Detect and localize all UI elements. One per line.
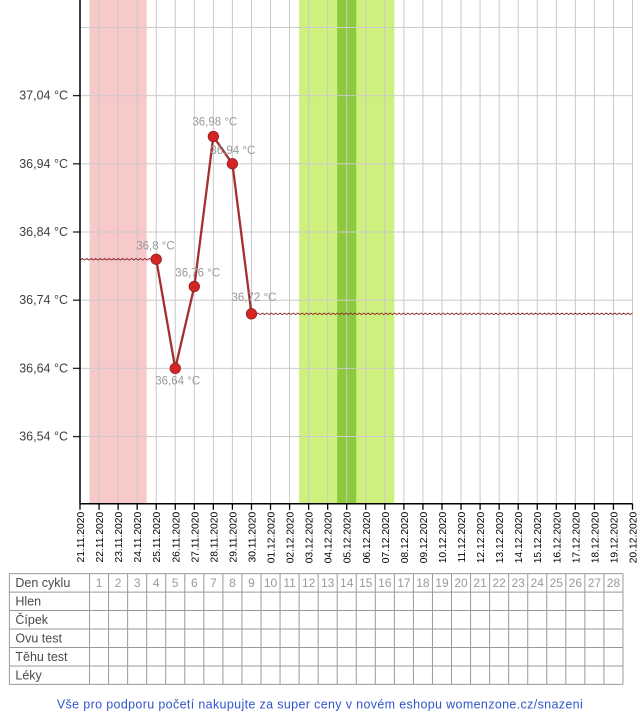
svg-text:30.11.2020: 30.11.2020 [247, 511, 258, 562]
svg-text:21: 21 [473, 576, 487, 590]
svg-text:27: 27 [588, 576, 602, 590]
svg-text:14.12.2020: 14.12.2020 [514, 511, 525, 563]
svg-text:28.11.2020: 28.11.2020 [209, 511, 220, 562]
svg-text:26: 26 [569, 576, 583, 590]
svg-text:12.12.2020: 12.12.2020 [476, 511, 487, 563]
svg-text:28: 28 [607, 576, 621, 590]
svg-text:13: 13 [321, 576, 335, 590]
svg-text:01.12.2020: 01.12.2020 [267, 511, 278, 563]
svg-text:19.12.2020: 19.12.2020 [609, 511, 620, 563]
svg-text:16: 16 [378, 576, 392, 590]
svg-text:26.11.2020: 26.11.2020 [171, 511, 182, 562]
svg-text:16.12.2020: 16.12.2020 [552, 511, 563, 563]
svg-text:36,72 °C: 36,72 °C [231, 292, 276, 304]
svg-text:5: 5 [172, 576, 179, 590]
svg-text:20: 20 [454, 576, 468, 590]
svg-text:36,98 °C: 36,98 °C [192, 117, 237, 129]
svg-text:15.12.2020: 15.12.2020 [533, 511, 544, 563]
svg-text:06.12.2020: 06.12.2020 [362, 511, 373, 563]
svg-text:25.11.2020: 25.11.2020 [152, 511, 163, 562]
svg-text:3: 3 [134, 576, 141, 590]
svg-text:36,74 °C: 36,74 °C [19, 293, 68, 307]
svg-text:8: 8 [229, 576, 236, 590]
svg-text:10.12.2020: 10.12.2020 [438, 511, 449, 563]
svg-text:17: 17 [397, 576, 411, 590]
svg-text:02.12.2020: 02.12.2020 [286, 511, 297, 563]
svg-text:11.12.2020: 11.12.2020 [457, 511, 468, 562]
svg-text:18.12.2020: 18.12.2020 [590, 511, 601, 563]
svg-text:24: 24 [531, 576, 545, 590]
svg-text:12: 12 [302, 576, 316, 590]
svg-text:36,76 °C: 36,76 °C [175, 268, 220, 280]
svg-text:6: 6 [191, 576, 198, 590]
svg-text:7: 7 [210, 576, 217, 590]
svg-text:Den cyklu: Den cyklu [15, 576, 70, 590]
svg-text:Čípek: Čípek [15, 612, 48, 627]
svg-text:11: 11 [283, 576, 296, 590]
svg-text:05.12.2020: 05.12.2020 [343, 511, 354, 563]
svg-text:04.12.2020: 04.12.2020 [324, 511, 335, 563]
svg-text:9: 9 [248, 576, 255, 590]
svg-text:36,94 °C: 36,94 °C [210, 145, 255, 157]
svg-text:20.12.2020: 20.12.2020 [629, 511, 640, 563]
svg-text:2: 2 [115, 576, 122, 590]
svg-text:36,94 °C: 36,94 °C [19, 157, 68, 171]
svg-text:13.12.2020: 13.12.2020 [495, 511, 506, 563]
svg-text:23: 23 [512, 576, 526, 590]
svg-text:14: 14 [340, 576, 354, 590]
svg-text:25: 25 [550, 576, 564, 590]
svg-text:22.11.2020: 22.11.2020 [95, 511, 106, 562]
svg-text:36,54 °C: 36,54 °C [19, 430, 68, 444]
svg-text:09.12.2020: 09.12.2020 [419, 511, 430, 563]
svg-text:23.11.2020: 23.11.2020 [114, 511, 125, 562]
svg-text:Hlen: Hlen [15, 595, 41, 609]
svg-text:37,04 °C: 37,04 °C [19, 89, 68, 103]
svg-text:36,64 °C: 36,64 °C [155, 375, 200, 387]
svg-text:07.12.2020: 07.12.2020 [381, 511, 392, 563]
svg-text:19: 19 [435, 576, 449, 590]
svg-text:Léky: Léky [15, 668, 42, 682]
svg-text:36,8 °C: 36,8 °C [136, 240, 174, 252]
svg-text:17.12.2020: 17.12.2020 [571, 511, 582, 563]
svg-text:36,64 °C: 36,64 °C [19, 361, 68, 375]
svg-text:10: 10 [264, 576, 278, 590]
svg-text:29.11.2020: 29.11.2020 [228, 511, 239, 562]
svg-text:1: 1 [96, 576, 103, 590]
svg-text:15: 15 [359, 576, 373, 590]
svg-text:21.11.2020: 21.11.2020 [76, 511, 87, 562]
svg-text:4: 4 [153, 576, 160, 590]
svg-text:Vše pro podporu početí nakupuj: Vše pro podporu početí nakupujte za supe… [57, 698, 583, 712]
svg-text:27.11.2020: 27.11.2020 [190, 511, 201, 562]
svg-text:Těhu test: Těhu test [15, 650, 68, 664]
svg-text:03.12.2020: 03.12.2020 [305, 511, 316, 563]
svg-text:24.11.2020: 24.11.2020 [133, 511, 144, 562]
svg-text:18: 18 [416, 576, 430, 590]
svg-text:08.12.2020: 08.12.2020 [400, 511, 411, 563]
svg-text:22: 22 [492, 576, 506, 590]
svg-text:Ovu test: Ovu test [15, 632, 62, 646]
svg-text:36,84 °C: 36,84 °C [19, 225, 68, 239]
